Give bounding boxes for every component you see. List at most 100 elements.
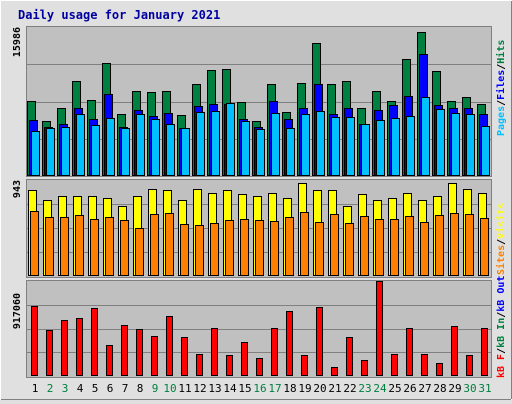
pages-bar-day-6 <box>106 118 115 176</box>
legend-sep-2: / <box>496 64 507 70</box>
sites-bar-day-24 <box>375 219 384 276</box>
kbytes-f-bar-day-24 <box>376 281 383 376</box>
day-label-9: 9 <box>152 382 159 395</box>
kbytes-f-bar-day-16 <box>256 358 263 376</box>
kbytes-f-bar-day-19 <box>301 355 308 376</box>
day-label-12: 12 <box>193 382 206 395</box>
legend-sites: Sites <box>495 245 507 275</box>
day-label-15: 15 <box>238 382 251 395</box>
legend-sep-5: / <box>496 312 507 318</box>
day-label-4: 4 <box>77 382 84 395</box>
sites-bar-day-9 <box>150 214 159 276</box>
kbytes-f-bar-day-6 <box>106 345 113 376</box>
day-label-3: 3 <box>62 382 69 395</box>
kbytes-f-bar-day-21 <box>331 367 338 376</box>
sites-bar-day-7 <box>120 220 129 276</box>
legend-kb-in: kB In <box>496 318 507 348</box>
kbytes-f-bar-day-31 <box>481 328 488 376</box>
visits-max-label: 943 <box>12 180 23 198</box>
day-label-19: 19 <box>298 382 311 395</box>
pages-bar-day-8 <box>136 114 145 176</box>
day-label-20: 20 <box>313 382 326 395</box>
sites-bar-day-31 <box>480 218 489 276</box>
sites-bar-day-30 <box>465 214 474 276</box>
pages-bar-day-7 <box>121 128 130 176</box>
day-label-6: 6 <box>107 382 114 395</box>
kbytes-f-bar-day-9 <box>151 336 158 376</box>
kbytes-gridlines <box>27 305 491 353</box>
kbytes-f-bar-day-23 <box>361 360 368 376</box>
pages-bar-day-23 <box>361 124 370 176</box>
pages-bar-day-14 <box>226 103 235 176</box>
day-label-7: 7 <box>122 382 129 395</box>
day-label-29: 29 <box>448 382 461 395</box>
kbytes-f-bar-day-7 <box>121 325 128 376</box>
day-label-24: 24 <box>373 382 387 395</box>
pages-bar-day-5 <box>91 125 100 176</box>
day-label-28: 28 <box>433 382 446 395</box>
kbytes-legend: kB F/kB In/kB Out <box>496 276 507 378</box>
pages-bar-day-30 <box>466 114 475 176</box>
hits-max-label: 15986 <box>12 27 23 57</box>
pages-bar-day-16 <box>256 129 265 176</box>
kbytes-f-bar-day-12 <box>196 354 203 376</box>
sites-bar-day-22 <box>345 223 354 276</box>
sites-bar-day-2 <box>45 217 54 276</box>
visits-legend: Sites/Visits <box>495 203 507 275</box>
sites-bar-day-13 <box>210 223 219 276</box>
day-label-22: 22 <box>343 382 356 395</box>
day-label-2: 2 <box>47 382 54 395</box>
pages-bar-day-29 <box>451 113 460 176</box>
pages-bar-day-19 <box>301 114 310 176</box>
day-label-16: 16 <box>253 382 266 395</box>
day-label-30: 30 <box>463 382 476 395</box>
sites-bar-day-21 <box>330 214 339 276</box>
day-label-27: 27 <box>418 382 431 395</box>
kbytes-f-bar-day-15 <box>241 342 248 376</box>
pages-bar-day-11 <box>181 128 190 176</box>
pages-bar-day-1 <box>31 131 40 176</box>
pages-bar-day-26 <box>406 116 415 176</box>
sites-bar-day-27 <box>420 222 429 276</box>
day-label-5: 5 <box>92 382 99 395</box>
pages-bar-day-10 <box>166 124 175 176</box>
pages-bar-day-20 <box>316 111 325 176</box>
pages-bar-day-28 <box>436 109 445 176</box>
kbytes-f-bar-day-22 <box>346 337 353 376</box>
legend-visits: Visits <box>495 203 507 239</box>
kbytes-f-bar-day-29 <box>451 326 458 376</box>
kbytes-f-bar-day-28 <box>436 363 443 376</box>
sites-bar-day-14 <box>225 220 234 276</box>
kbytes-f-bar-day-27 <box>421 354 428 376</box>
pages-bar-day-2 <box>46 128 55 176</box>
pages-bar-day-21 <box>331 117 340 176</box>
pages-bar-day-27 <box>421 97 430 176</box>
day-label-8: 8 <box>137 382 144 395</box>
pages-bar-day-13 <box>211 111 220 176</box>
day-label-17: 17 <box>268 382 281 395</box>
kbytes-f-bar-day-5 <box>91 308 98 376</box>
day-label-21: 21 <box>328 382 341 395</box>
kbytes-f-bar-day-18 <box>286 311 293 376</box>
hits-bars <box>27 32 490 176</box>
day-label-14: 14 <box>223 382 237 395</box>
sites-bar-day-10 <box>165 213 174 276</box>
legend-kb-out: kB Out <box>496 276 507 312</box>
kbytes-f-bar-day-1 <box>31 306 38 376</box>
legend-hits: Hits <box>495 40 507 64</box>
pages-bar-day-4 <box>76 114 85 176</box>
sites-bar-day-6 <box>105 217 114 276</box>
day-label-11: 11 <box>178 382 191 395</box>
legend-pages: Pages <box>496 106 507 136</box>
kbytes-f-bar-day-13 <box>211 328 218 376</box>
kbytes-f-bar-day-11 <box>181 337 188 376</box>
legend-kb-f: kB F <box>496 354 507 378</box>
legend-sep-1: / <box>496 100 507 106</box>
graph-title: Daily usage for January 2021 <box>18 8 220 22</box>
kbytes-f-bar-day-30 <box>466 355 473 376</box>
kbytes-f-bar-day-4 <box>76 318 83 376</box>
day-label-1: 1 <box>32 382 39 395</box>
kbytes-f-bar-day-26 <box>406 328 413 376</box>
day-label-10: 10 <box>163 382 176 395</box>
day-label-31: 31 <box>478 382 491 395</box>
